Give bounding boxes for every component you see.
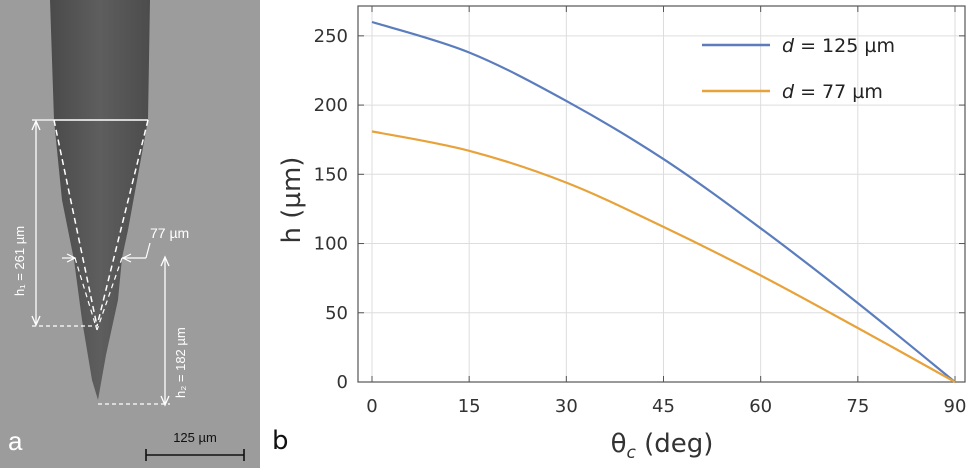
h1-arrow-head-bottom bbox=[31, 315, 41, 327]
tip-dashed-right bbox=[96, 257, 123, 331]
x-tick-label: 75 bbox=[846, 396, 869, 417]
grid-lines bbox=[358, 6, 965, 383]
plot-border bbox=[357, 5, 966, 383]
series-line-1 bbox=[371, 20, 956, 383]
legend-label-1: d = 125 µm bbox=[782, 35, 895, 57]
sem-image: 77 µm h₁ = 261 µm h₂ = 182 µm 125 µm a bbox=[0, 0, 260, 468]
series-line-2 bbox=[371, 130, 956, 383]
y-axis-label: h (µm) bbox=[277, 157, 307, 244]
h2-arrow-head-bottom bbox=[160, 395, 170, 407]
width-arrowhead-left bbox=[66, 253, 77, 263]
width-label-leader bbox=[145, 242, 151, 259]
scale-bar-label: 125 µm bbox=[173, 430, 217, 445]
sem-micrograph-panel: 77 µm h₁ = 261 µm h₂ = 182 µm 125 µm a bbox=[0, 0, 260, 468]
x-tick-label: 30 bbox=[555, 396, 578, 417]
y-tick-label: 250 bbox=[314, 26, 348, 47]
y-tick-label: 0 bbox=[337, 372, 348, 393]
x-tick-label: 45 bbox=[652, 396, 675, 417]
panel-b-label: b bbox=[272, 426, 289, 456]
axis-ticks: 0 15 30 45 60 75 90 0 50 100 150 200 250 bbox=[314, 6, 967, 417]
legend: d = 125 µm d = 77 µm bbox=[702, 35, 895, 103]
y-tick-label: 50 bbox=[325, 303, 348, 324]
y-tick-label: 100 bbox=[314, 234, 348, 255]
x-tick-label: 15 bbox=[458, 396, 481, 417]
y-tick-label: 200 bbox=[314, 95, 348, 116]
width-label: 77 µm bbox=[150, 225, 189, 241]
plot-frame bbox=[357, 5, 966, 383]
h1-arrow-head-top bbox=[31, 119, 41, 131]
x-tick-label: 0 bbox=[366, 396, 377, 417]
h2-arrow-head-top bbox=[160, 255, 170, 267]
series-lines bbox=[371, 20, 956, 383]
y-tick-label: 150 bbox=[314, 164, 348, 185]
width-arrowhead-right bbox=[121, 253, 132, 263]
x-tick-label: 60 bbox=[749, 396, 772, 417]
h2-label: h₂ = 182 µm bbox=[173, 327, 188, 398]
legend-label-2: d = 77 µm bbox=[782, 81, 883, 103]
panel-a-label: a bbox=[8, 426, 23, 456]
x-tick-label: 90 bbox=[944, 396, 967, 417]
cone-dashed-left bbox=[53, 119, 98, 327]
x-axis-label: θc (deg) bbox=[611, 429, 714, 463]
chart-panel: 0 15 30 45 60 75 90 0 50 100 150 200 250 d = 125 µm d… bbox=[262, 0, 969, 468]
h1-label: h₁ = 261 µm bbox=[12, 226, 27, 296]
tip-dashed-left bbox=[74, 257, 98, 331]
fiber-taper-shape bbox=[50, 0, 150, 400]
cone-dashed-right bbox=[96, 119, 149, 327]
